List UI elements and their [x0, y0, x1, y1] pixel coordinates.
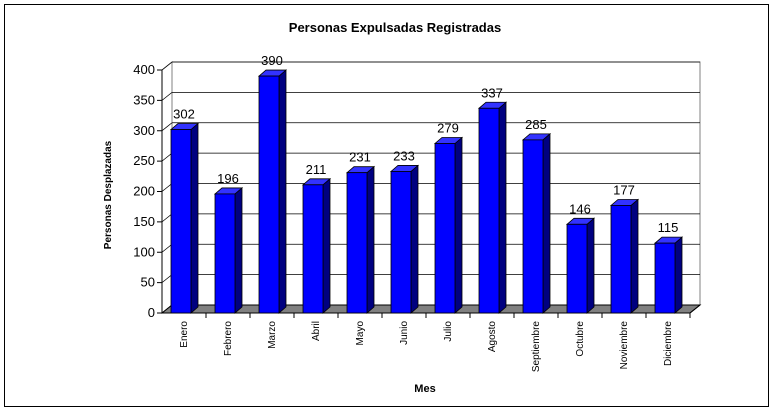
bar: [654, 242, 676, 314]
x-tick-label: Agosto: [487, 321, 498, 353]
bar-side: [190, 122, 199, 314]
bar-side: [234, 187, 243, 314]
y-tick-label: 0: [148, 305, 155, 320]
y-tick-label: 150: [133, 214, 155, 229]
value-label: 233: [393, 148, 415, 163]
y-tick-label: 300: [133, 123, 155, 138]
x-axis-label: Mes: [414, 383, 435, 395]
bar-side: [674, 236, 683, 314]
x-axis-back: [689, 304, 701, 314]
x-tick-label: Noviembre: [619, 321, 630, 370]
grid-line-side: [161, 92, 173, 101]
y-tick-label: 350: [133, 92, 155, 107]
value-label: 146: [569, 201, 591, 216]
y-tick-label: 200: [133, 184, 155, 199]
bar: [258, 75, 280, 314]
bar-side: [278, 69, 287, 314]
bar: [390, 171, 412, 314]
bar-side: [366, 165, 375, 314]
y-tick-label: 400: [133, 62, 155, 77]
bar: [302, 184, 324, 314]
value-label: 279: [437, 121, 459, 136]
bar-side: [322, 177, 331, 314]
grid-line-side: [161, 274, 173, 283]
value-label: 390: [261, 53, 283, 68]
bar-side: [454, 136, 463, 314]
grid-line-side: [161, 213, 173, 223]
y-tick-label: 50: [141, 275, 155, 290]
x-tick-label: Octubre: [575, 321, 586, 357]
grid-line-side: [161, 304, 173, 314]
bar: [214, 193, 236, 314]
bar: [478, 107, 500, 314]
value-label: 285: [525, 117, 547, 132]
bar-side: [498, 101, 507, 314]
grid-line-side: [161, 122, 173, 132]
value-label: 337: [481, 85, 503, 100]
y-axis-label: Personas Desplazadas: [103, 140, 114, 249]
value-label: 302: [173, 107, 195, 122]
bar: [522, 139, 544, 314]
x-tick-label: Enero: [179, 321, 190, 348]
x-tick-label: Febrero: [223, 321, 234, 356]
chart-title: Personas Expulsadas Registradas: [289, 20, 501, 35]
grid-line-side: [161, 61, 173, 71]
x-tick-label: Abril: [311, 321, 322, 341]
bar: [434, 143, 456, 314]
value-label: 115: [658, 220, 679, 235]
x-tick-label: Julio: [443, 321, 454, 342]
value-label: 196: [217, 171, 239, 186]
bar-side: [410, 164, 419, 314]
value-label: 231: [349, 150, 371, 165]
x-tick-label: Mayo: [355, 321, 366, 346]
grid-line-side: [161, 243, 173, 253]
value-label: 177: [613, 182, 635, 197]
x-tick-label: Junio: [399, 321, 410, 345]
bar-side: [630, 198, 639, 314]
grid-line-side: [161, 183, 173, 192]
grid-line-side: [161, 152, 173, 162]
bar-side: [542, 132, 551, 314]
bar: [170, 129, 192, 314]
bar: [566, 223, 588, 314]
y-tick-label: 100: [133, 244, 155, 259]
bar: [346, 172, 368, 314]
x-tick-label: Marzo: [267, 321, 278, 349]
bar-side: [586, 217, 595, 314]
bar: [610, 205, 632, 314]
x-tick-label: Diciembre: [663, 321, 674, 366]
y-tick-label: 250: [133, 153, 155, 168]
x-tick-label: Septiembre: [531, 321, 542, 373]
value-label: 211: [306, 162, 327, 177]
